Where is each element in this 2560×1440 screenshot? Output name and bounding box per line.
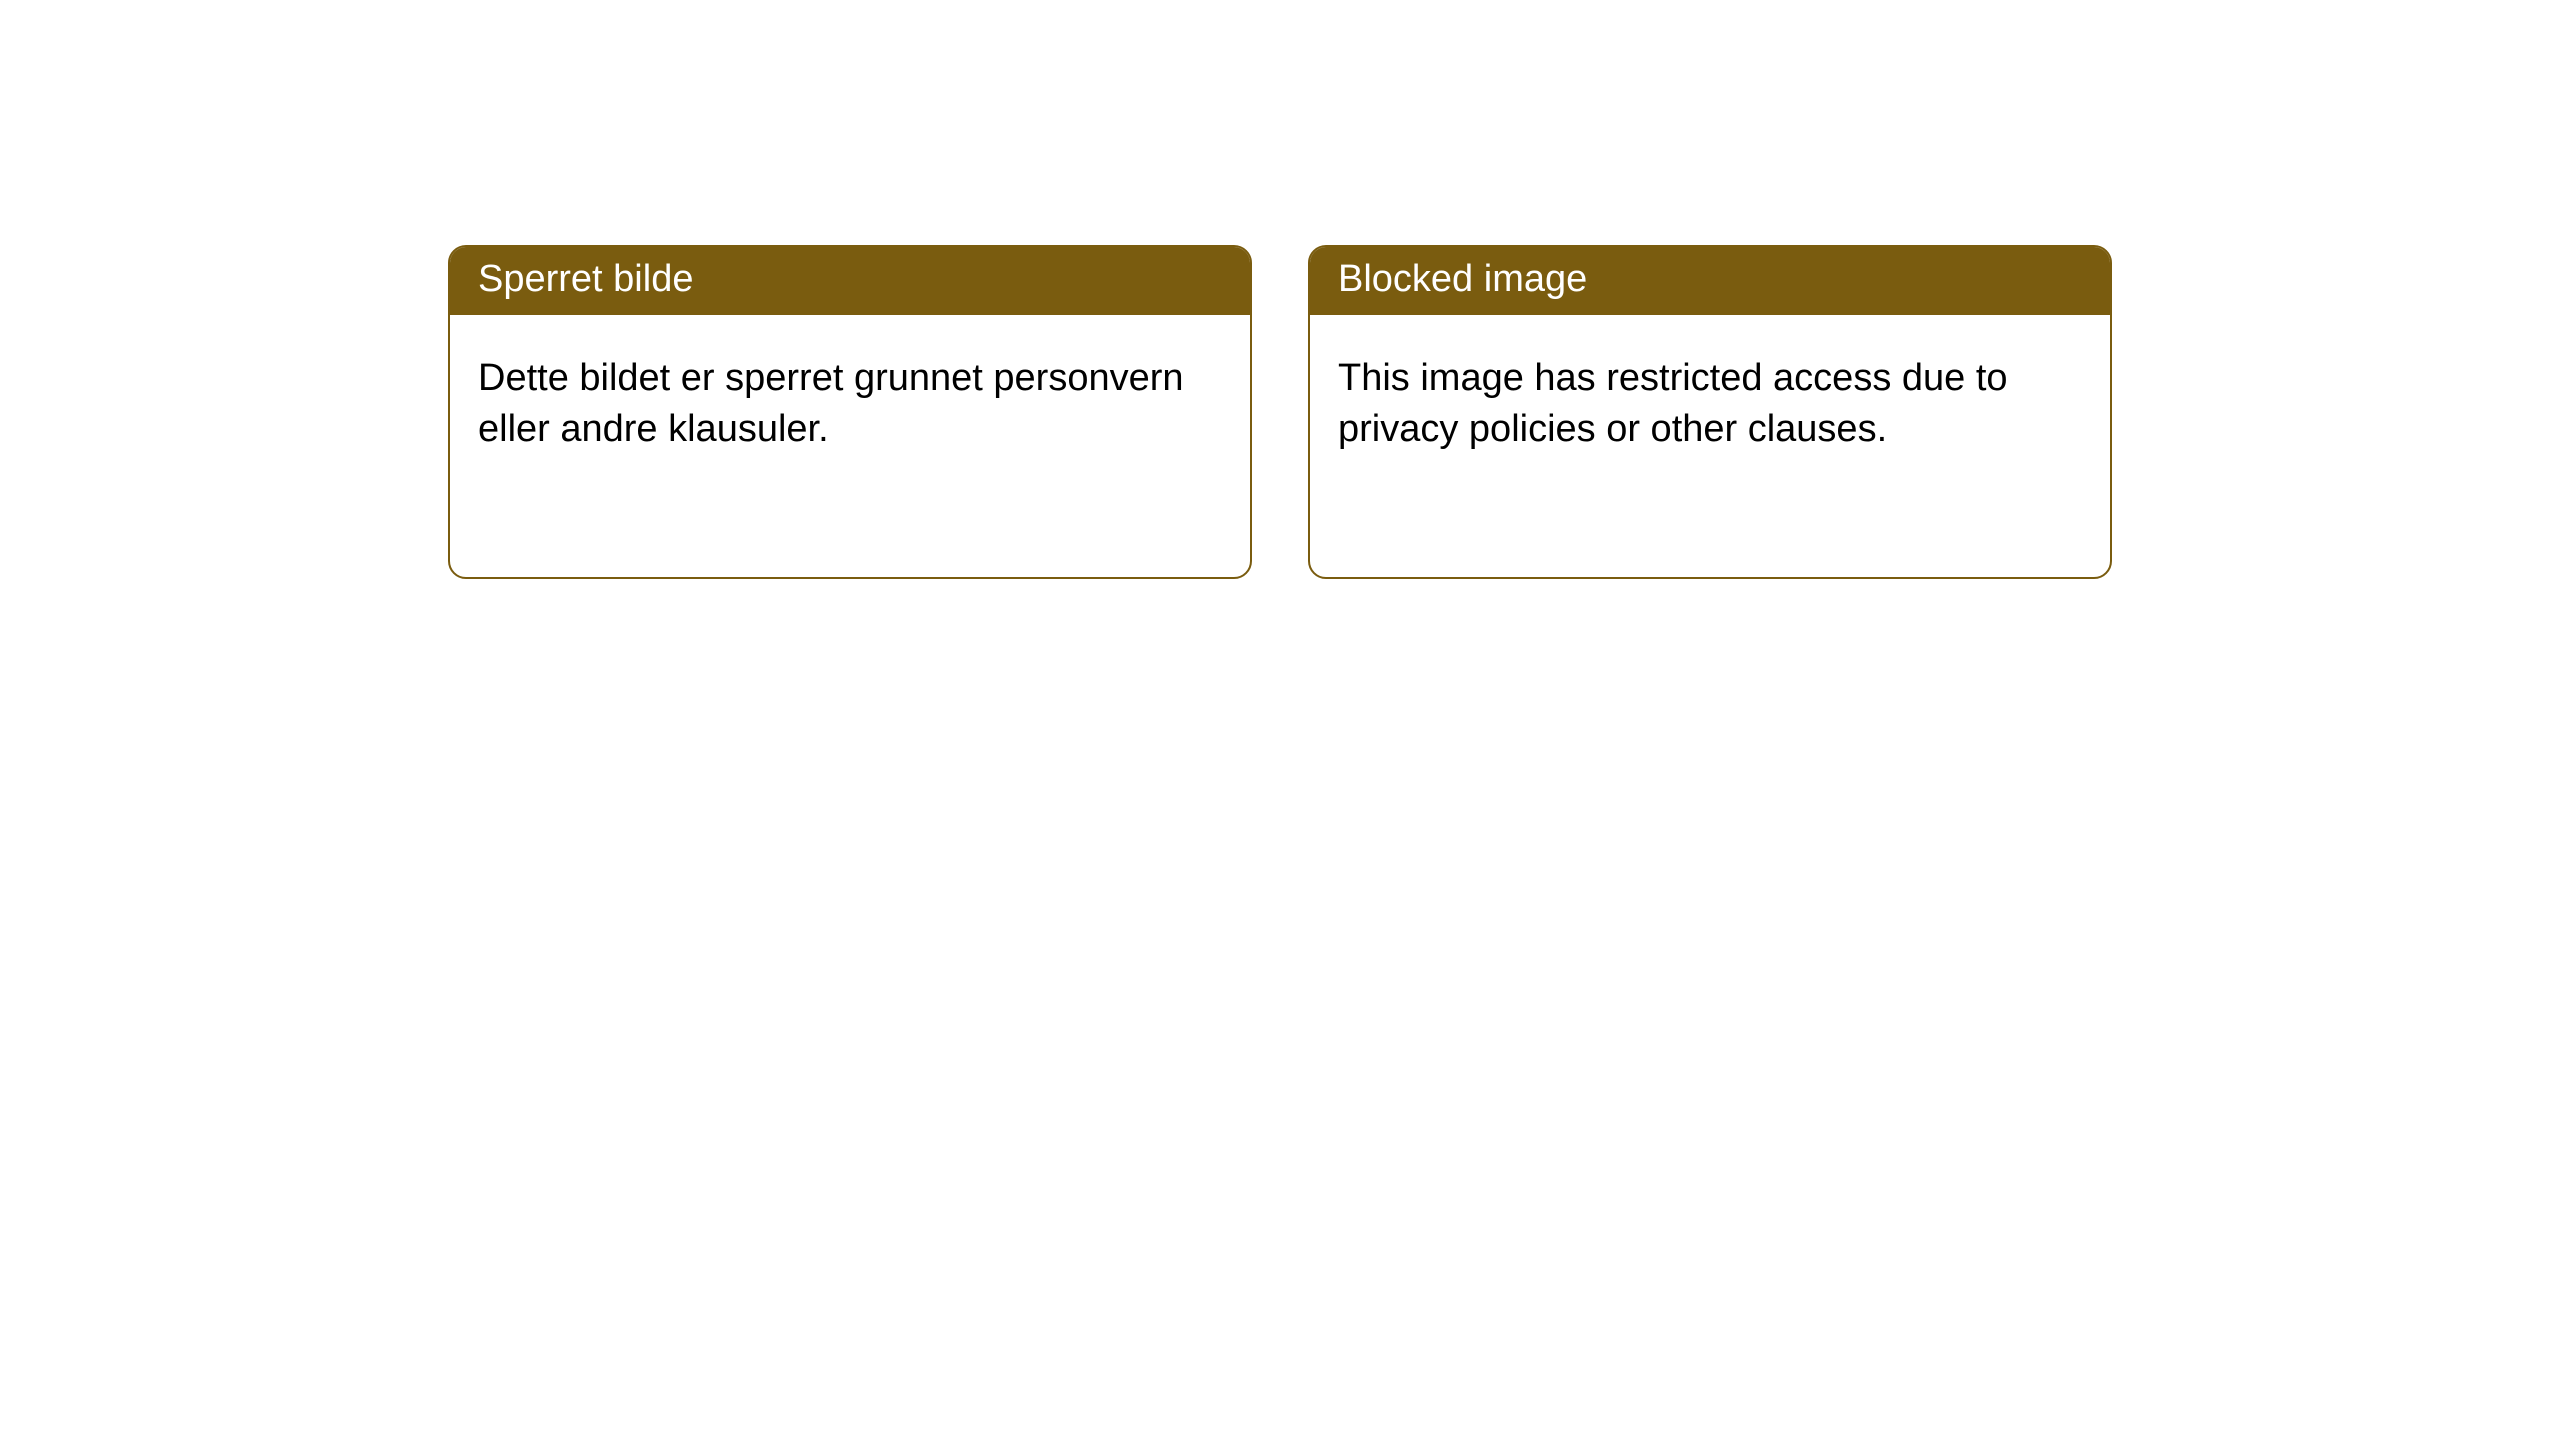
notice-body-text: This image has restricted access due to …	[1338, 357, 2008, 450]
notice-body: This image has restricted access due to …	[1310, 315, 2110, 476]
notice-header: Sperret bilde	[450, 247, 1250, 315]
notice-body-text: Dette bildet er sperret grunnet personve…	[478, 357, 1184, 450]
notice-header: Blocked image	[1310, 247, 2110, 315]
notice-container: Sperret bilde Dette bildet er sperret gr…	[0, 0, 2560, 579]
notice-card-norwegian: Sperret bilde Dette bildet er sperret gr…	[448, 245, 1252, 579]
notice-body: Dette bildet er sperret grunnet personve…	[450, 315, 1250, 476]
notice-card-english: Blocked image This image has restricted …	[1308, 245, 2112, 579]
notice-title: Sperret bilde	[478, 258, 693, 300]
notice-title: Blocked image	[1338, 258, 1587, 300]
